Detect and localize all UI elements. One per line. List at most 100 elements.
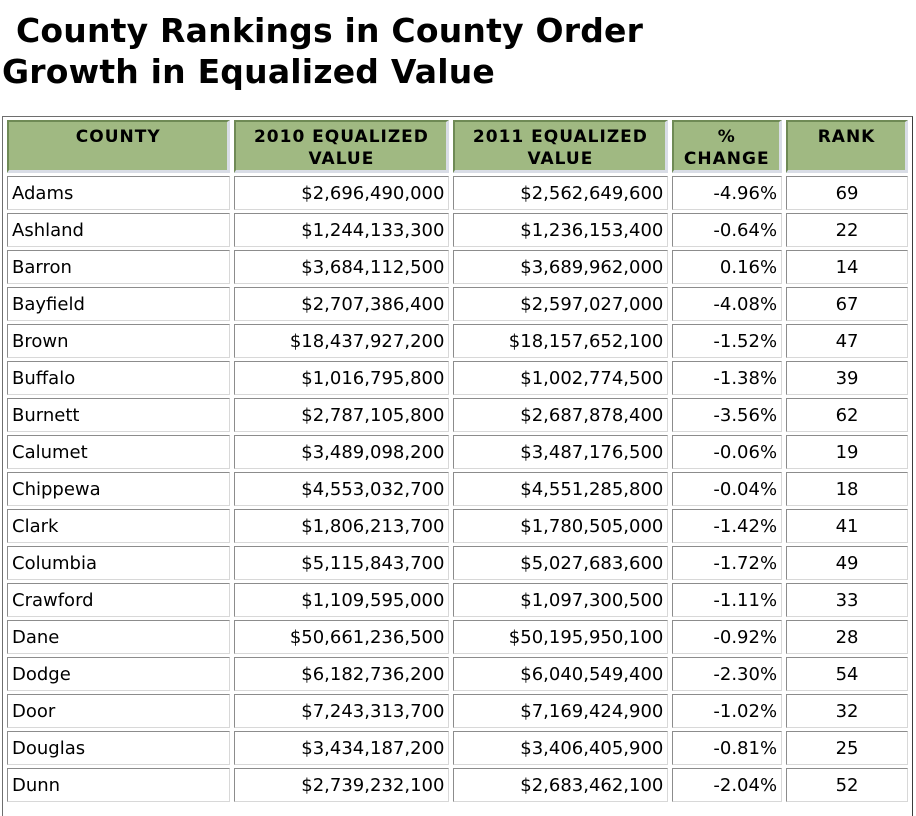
header-pct-line-1: % <box>717 127 736 147</box>
rank-cell: 22 <box>786 213 908 247</box>
header-2011-value: 2011 EQUALIZED VALUE <box>453 120 669 173</box>
county-cell: Douglas <box>7 731 231 765</box>
header-2010-line-1: 2010 EQUALIZED <box>253 127 429 147</box>
rank-cell: 47 <box>786 324 908 358</box>
value-2010-cell: $5,115,843,700 <box>234 546 450 580</box>
table-row: Crawford $1,109,595,000 $1,097,300,500 -1.1… <box>7 583 908 617</box>
table-row: Dane $50,661,236,500 $50,195,950,100 -0.92%… <box>7 620 908 654</box>
table-row: Door $7,243,313,700 $7,169,424,900 -1.02% 32 <box>7 694 908 728</box>
rank-cell: 14 <box>786 250 908 284</box>
value-2010-cell: $1,016,795,800 <box>234 361 450 395</box>
value-2010-cell: $2,707,386,400 <box>234 287 450 321</box>
percent-change-cell: -0.04% <box>672 472 783 506</box>
value-2010-cell: $3,434,187,200 <box>234 731 450 765</box>
table-row: Barron $3,684,112,500 $3,689,962,000 0.16% 1… <box>7 250 908 284</box>
value-2010-cell: $1,806,213,700 <box>234 509 450 543</box>
percent-change-cell: -1.02% <box>672 694 783 728</box>
county-cell: Door <box>7 694 231 728</box>
table-row: Clark $1,806,213,700 $1,780,505,000 -1.42% 4… <box>7 509 908 543</box>
header-2011-line-2: VALUE <box>527 149 594 169</box>
rank-cell: 19 <box>786 435 908 469</box>
rank-cell: 52 <box>786 768 908 802</box>
value-2011-cell: $2,597,027,000 <box>453 287 669 321</box>
percent-change-cell: -1.38% <box>672 361 783 395</box>
value-2011-cell: $4,551,285,800 <box>453 472 669 506</box>
table-row: Chippewa $4,553,032,700 $4,551,285,800 -0.0… <box>7 472 908 506</box>
percent-change-cell: -0.06% <box>672 435 783 469</box>
header-pct-line-2: CHANGE <box>683 149 770 169</box>
value-2011-cell: $7,169,424,900 <box>453 694 669 728</box>
rank-cell: 33 <box>786 583 908 617</box>
value-2010-cell: $2,787,105,800 <box>234 398 450 432</box>
table-row: Douglas $3,434,187,200 $3,406,405,900 -0.81… <box>7 731 908 765</box>
rank-cell: 39 <box>786 361 908 395</box>
percent-change-cell: -1.42% <box>672 509 783 543</box>
value-2011-cell: $1,780,505,000 <box>453 509 669 543</box>
percent-change-cell: -2.04% <box>672 768 783 802</box>
county-cell: Dunn <box>7 768 231 802</box>
value-2011-cell: $50,195,950,100 <box>453 620 669 654</box>
percent-change-cell: -4.08% <box>672 287 783 321</box>
rank-cell: 67 <box>786 287 908 321</box>
county-cell: Crawford <box>7 583 231 617</box>
table-row: Buffalo $1,016,795,800 $1,002,774,500 -1.38… <box>7 361 908 395</box>
percent-change-cell: 0.16% <box>672 250 783 284</box>
value-2010-cell: $4,553,032,700 <box>234 472 450 506</box>
rank-cell: 49 <box>786 546 908 580</box>
rank-cell: 62 <box>786 398 908 432</box>
percent-change-cell: -1.52% <box>672 324 783 358</box>
header-2011-line-1: 2011 EQUALIZED <box>472 127 648 147</box>
rank-cell: 25 <box>786 731 908 765</box>
value-2011-cell: $1,002,774,500 <box>453 361 669 395</box>
header-county-label: COUNTY <box>75 127 161 147</box>
rankings-table-container: COUNTY 2010 EQUALIZED VALUE 2011 EQUALIZE… <box>2 116 913 816</box>
table-header-row: COUNTY 2010 EQUALIZED VALUE 2011 EQUALIZE… <box>7 120 908 173</box>
county-cell: Chippewa <box>7 472 231 506</box>
rank-cell: 32 <box>786 694 908 728</box>
header-county: COUNTY <box>7 120 231 173</box>
value-2010-cell: $50,661,236,500 <box>234 620 450 654</box>
page-title-line-2: Growth in Equalized Value <box>2 52 496 91</box>
percent-change-cell: -1.11% <box>672 583 783 617</box>
county-cell: Columbia <box>7 546 231 580</box>
value-2011-cell: $2,562,649,600 <box>453 176 669 210</box>
value-2010-cell: $3,489,098,200 <box>234 435 450 469</box>
county-cell: Barron <box>7 250 231 284</box>
county-cell: Burnett <box>7 398 231 432</box>
county-cell: Bayfield <box>7 287 231 321</box>
rankings-table: COUNTY 2010 EQUALIZED VALUE 2011 EQUALIZE… <box>3 117 912 805</box>
value-2011-cell: $18,157,652,100 <box>453 324 669 358</box>
percent-change-cell: -0.81% <box>672 731 783 765</box>
county-cell: Calumet <box>7 435 231 469</box>
value-2011-cell: $1,236,153,400 <box>453 213 669 247</box>
value-2011-cell: $3,487,176,500 <box>453 435 669 469</box>
header-2010-value: 2010 EQUALIZED VALUE <box>234 120 450 173</box>
header-rank-label: RANK <box>817 127 876 147</box>
percent-change-cell: -2.30% <box>672 657 783 691</box>
value-2010-cell: $6,182,736,200 <box>234 657 450 691</box>
header-rank: RANK <box>786 120 908 173</box>
table-row: Calumet $3,489,098,200 $3,487,176,500 -0.06… <box>7 435 908 469</box>
value-2011-cell: $5,027,683,600 <box>453 546 669 580</box>
percent-change-cell: -0.92% <box>672 620 783 654</box>
table-body: Adams $2,696,490,000 $2,562,649,600 -4.96% 6… <box>7 176 908 802</box>
value-2010-cell: $1,244,133,300 <box>234 213 450 247</box>
rank-cell: 18 <box>786 472 908 506</box>
value-2011-cell: $3,689,962,000 <box>453 250 669 284</box>
value-2010-cell: $1,109,595,000 <box>234 583 450 617</box>
county-cell: Ashland <box>7 213 231 247</box>
table-row: Dodge $6,182,736,200 $6,040,549,400 -2.30% 5… <box>7 657 908 691</box>
rank-cell: 69 <box>786 176 908 210</box>
value-2010-cell: $2,696,490,000 <box>234 176 450 210</box>
value-2011-cell: $3,406,405,900 <box>453 731 669 765</box>
county-cell: Brown <box>7 324 231 358</box>
county-cell: Adams <box>7 176 231 210</box>
table-row: Bayfield $2,707,386,400 $2,597,027,000 -4.0… <box>7 287 908 321</box>
value-2010-cell: $7,243,313,700 <box>234 694 450 728</box>
percent-change-cell: -3.56% <box>672 398 783 432</box>
county-cell: Dane <box>7 620 231 654</box>
table-row: Dunn $2,739,232,100 $2,683,462,100 -2.04% 52 <box>7 768 908 802</box>
county-cell: Clark <box>7 509 231 543</box>
county-cell: Buffalo <box>7 361 231 395</box>
value-2011-cell: $6,040,549,400 <box>453 657 669 691</box>
